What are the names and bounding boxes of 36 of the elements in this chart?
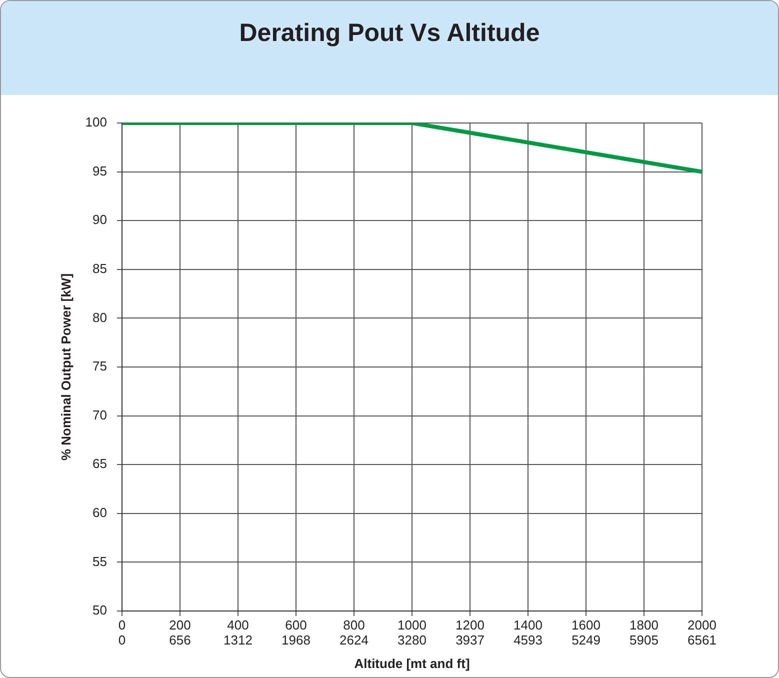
x-tick-label: 200 (169, 617, 191, 632)
x-tick-label: 1600 (572, 617, 600, 632)
x2-tick-label: 3280 (397, 632, 426, 648)
x-tick-label: 0 (118, 617, 126, 632)
x2-tick-label: 6561 (688, 632, 716, 648)
x2-tick-label: 1968 (282, 632, 310, 648)
y-tick-label: 90 (92, 212, 107, 228)
y-tick-label: 55 (92, 554, 107, 569)
y-axis-title: % Nominal Output Power [kW] (58, 273, 74, 461)
x2-tick-label: 1312 (224, 632, 252, 648)
x-tick-label: 1000 (398, 617, 426, 632)
x-tick-label: 600 (285, 617, 307, 632)
y-tick-label: 50 (92, 602, 107, 618)
x-axis-title: Altitude [mt and ft] (354, 656, 470, 671)
x2-tick-label: 5249 (572, 632, 600, 648)
x2-tick-label: 4593 (514, 632, 542, 648)
x-tick-label: 2000 (688, 617, 716, 632)
y-tick-label: 75 (92, 358, 107, 374)
y-tick-label: 85 (92, 260, 107, 276)
y-tick-label: 80 (92, 310, 107, 325)
x2-tick-label: 656 (169, 632, 191, 648)
x-tick-label: 800 (343, 617, 365, 632)
chart-title: Derating Pout Vs Altitude (239, 19, 540, 48)
x2-tick-label: 2624 (340, 632, 368, 648)
y-tick-label: 65 (92, 456, 107, 472)
x-tick-label: 1200 (456, 617, 484, 632)
y-tick-label: 95 (92, 163, 107, 178)
y-tick-label: 70 (92, 407, 107, 422)
x-tick-label: 1400 (514, 617, 542, 632)
x2-tick-label: 0 (118, 632, 126, 648)
x2-tick-label: 3937 (456, 632, 484, 648)
y-tick-label: 100 (85, 114, 107, 130)
x-tick-label: 400 (227, 617, 249, 632)
x2-tick-label: 5905 (630, 632, 658, 648)
y-tick-label: 60 (92, 504, 107, 520)
x-tick-label: 1800 (630, 617, 658, 632)
